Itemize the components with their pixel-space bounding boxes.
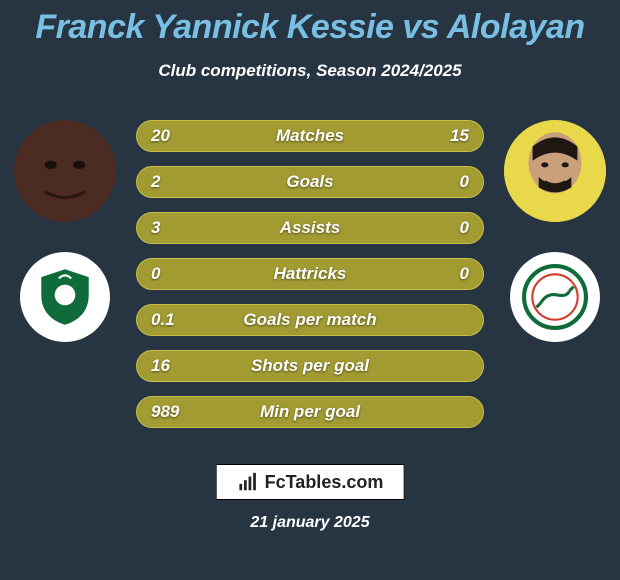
branding-label: FcTables.com xyxy=(265,472,384,493)
player-left-avatar xyxy=(14,120,116,222)
club-right-badge xyxy=(510,252,600,342)
stat-label: Matches xyxy=(276,126,344,146)
page-title: Franck Yannick Kessie vs Alolayan xyxy=(0,0,620,47)
stat-bars: 20 Matches 15 2 Goals 0 3 Assists 0 0 Ha… xyxy=(136,120,484,428)
shield-icon xyxy=(32,264,98,330)
stat-label: Assists xyxy=(280,218,340,238)
stat-bar: 0.1 Goals per match xyxy=(136,304,484,336)
footer-date: 21 january 2025 xyxy=(250,514,369,532)
stat-label: Shots per goal xyxy=(251,356,369,376)
stat-left-value: 3 xyxy=(151,218,160,238)
stat-label: Hattricks xyxy=(274,264,347,284)
stat-left-value: 20 xyxy=(151,126,170,146)
stat-bar: 2 Goals 0 xyxy=(136,166,484,198)
stat-right-value: 0 xyxy=(460,172,469,192)
stat-left-value: 2 xyxy=(151,172,160,192)
subtitle: Club competitions, Season 2024/2025 xyxy=(0,61,620,81)
club-left-badge xyxy=(20,252,110,342)
stat-bar: 3 Assists 0 xyxy=(136,212,484,244)
chart-icon xyxy=(237,471,259,493)
stat-left-value: 989 xyxy=(151,402,179,422)
right-column xyxy=(500,120,610,342)
ring-badge-icon xyxy=(522,264,588,330)
stat-label: Min per goal xyxy=(260,402,360,422)
stat-label: Goals per match xyxy=(243,310,376,330)
player-right-avatar xyxy=(504,120,606,222)
stat-right-value: 0 xyxy=(460,264,469,284)
stat-bar: 989 Min per goal xyxy=(136,396,484,428)
stat-right-value: 0 xyxy=(460,218,469,238)
face-icon xyxy=(504,120,606,222)
face-icon xyxy=(14,120,116,222)
stat-bar: 20 Matches 15 xyxy=(136,120,484,152)
stat-left-value: 0.1 xyxy=(151,310,175,330)
stat-left-value: 16 xyxy=(151,356,170,376)
stat-bar: 16 Shots per goal xyxy=(136,350,484,382)
stat-right-value: 15 xyxy=(450,126,469,146)
stat-bar: 0 Hattricks 0 xyxy=(136,258,484,290)
branding-badge: FcTables.com xyxy=(216,464,405,500)
stat-label: Goals xyxy=(286,172,333,192)
stat-left-value: 0 xyxy=(151,264,160,284)
left-column xyxy=(10,120,120,342)
